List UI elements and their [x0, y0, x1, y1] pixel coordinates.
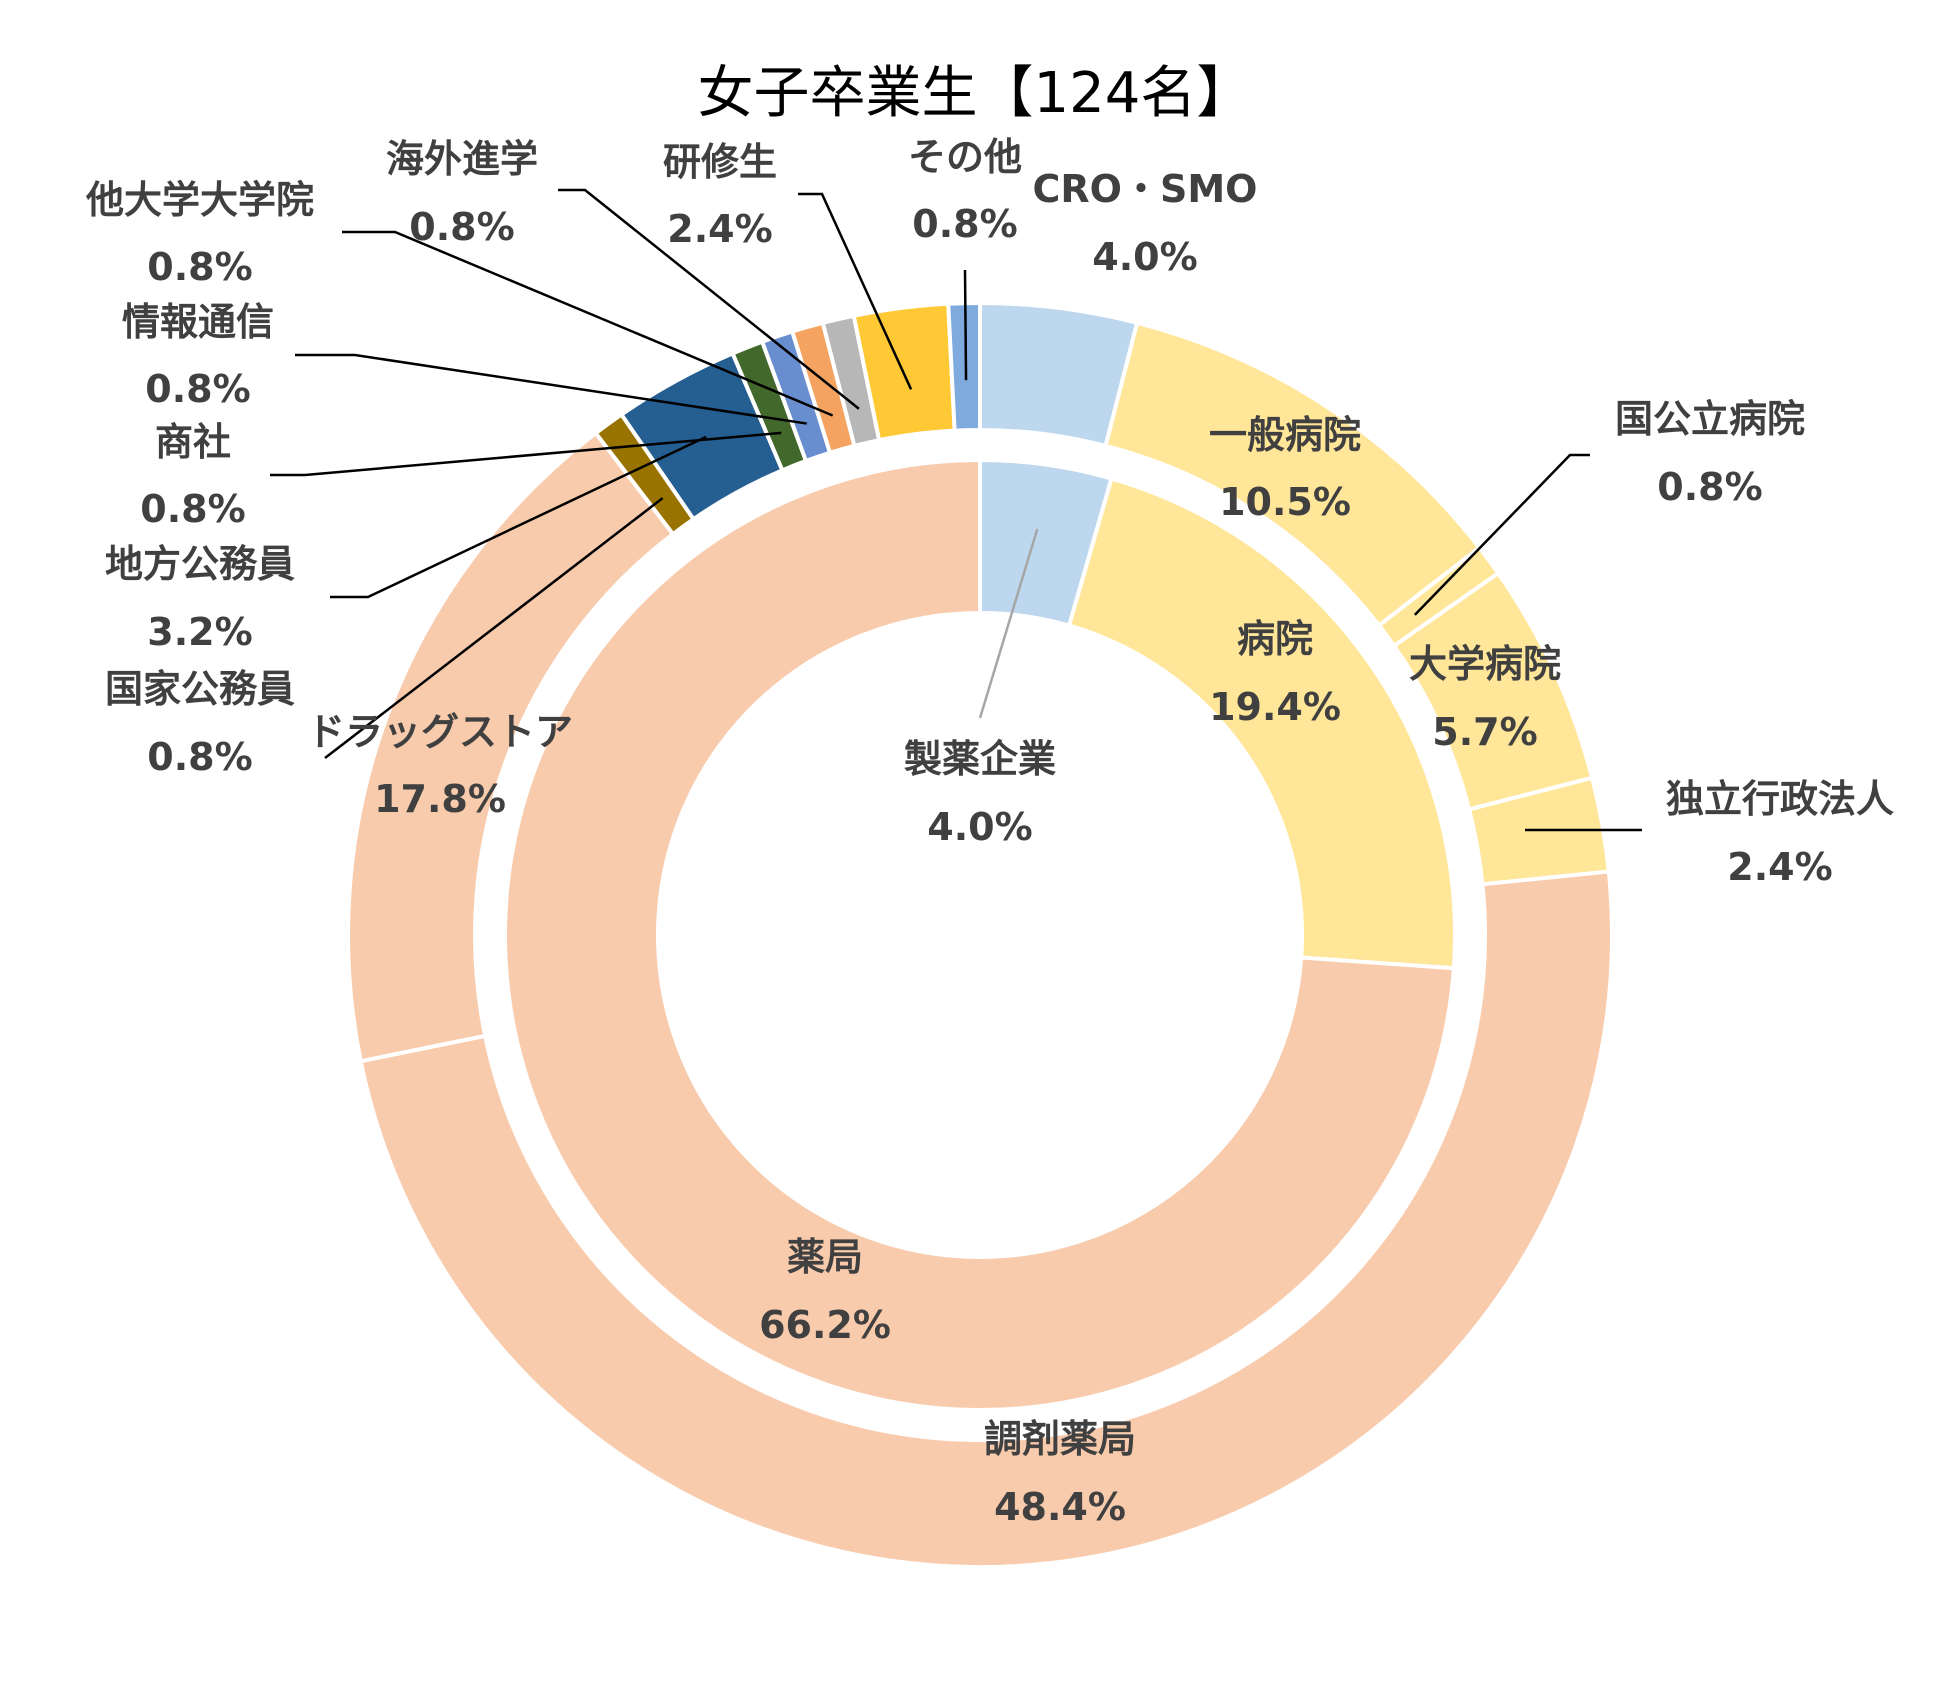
- outer-label-name-7: 国家公務員: [105, 667, 295, 711]
- outer-label-value-2: 0.8%: [1657, 465, 1762, 509]
- outer-label-name-3: 大学病院: [1409, 642, 1561, 686]
- leader-line-7: [324, 497, 664, 759]
- outer-label-name-2: 国公立病院: [1615, 397, 1805, 441]
- inner-ring: [503, 457, 1457, 1412]
- inner-label-name-1: 病院: [1237, 617, 1313, 661]
- outer-label-value-0: 4.0%: [1092, 235, 1197, 279]
- outer-label-value-12: 0.8%: [409, 205, 514, 249]
- inner-label-value-2: 66.2%: [759, 1303, 891, 1347]
- outer-label-name-14: その他: [908, 135, 1022, 179]
- outer-slice-14: [946, 300, 982, 433]
- outer-label-name-1: 一般病院: [1209, 413, 1361, 457]
- outer-label-value-3: 5.7%: [1432, 710, 1537, 754]
- leader-line-13: [798, 192, 913, 390]
- outer-label-value-7: 0.8%: [147, 735, 252, 779]
- outer-label-name-12: 海外進学: [386, 137, 538, 181]
- outer-label-value-6: 17.8%: [374, 777, 506, 821]
- inner-label-name-2: 薬局: [787, 1235, 863, 1279]
- chart-title: 女子卒業生【124名】: [698, 61, 1253, 126]
- outer-label-value-13: 2.4%: [667, 207, 772, 251]
- outer-label-value-9: 0.8%: [140, 487, 245, 531]
- leader-line-12: [558, 188, 860, 410]
- outer-label-name-0: CRO・SMO: [1033, 167, 1258, 211]
- outer-label-name-13: 研修生: [663, 140, 777, 184]
- inner-slice-1: [1066, 476, 1457, 971]
- inner-label-value-1: 19.4%: [1209, 685, 1341, 729]
- outer-label-value-5: 48.4%: [994, 1485, 1126, 1529]
- outer-label-value-4: 2.4%: [1727, 845, 1832, 889]
- outer-label-name-11: 他大学大学院: [85, 178, 314, 222]
- outer-label-name-6: ドラッグストア: [307, 710, 573, 754]
- leader-line-9: [270, 431, 782, 477]
- outer-label-name-4: 独立行政法人: [1666, 777, 1894, 821]
- data-labels: CRO・SMO 4.0% 一般病院 10.5% 国公立病院 0.8% 大学病院 5.7% 独立行…: [85, 135, 1894, 1529]
- outer-label-value-10: 0.8%: [145, 367, 250, 411]
- inner-slice-2: [503, 457, 1456, 1412]
- leader-lines: [270, 188, 1642, 832]
- leader-line-8: [330, 435, 707, 599]
- leader-line-2: [1413, 453, 1590, 616]
- inner-label-name-0: 製薬企業: [904, 737, 1056, 781]
- outer-label-value-11: 0.8%: [147, 245, 252, 289]
- inner-label-value-0: 4.0%: [927, 805, 1032, 849]
- outer-label-name-8: 地方公務員: [105, 542, 295, 586]
- outer-slice-5: [358, 869, 1615, 1569]
- outer-ring: [346, 300, 1615, 1569]
- leader-line-inner-0: [978, 528, 1039, 719]
- outer-label-name-5: 調剤薬局: [984, 1417, 1136, 1461]
- leader-line-10: [295, 353, 807, 425]
- outer-label-value-1: 10.5%: [1219, 480, 1351, 524]
- leader-line-11: [342, 230, 834, 417]
- leader-line-14: [963, 269, 968, 381]
- outer-label-name-10: 情報通信: [122, 300, 274, 344]
- outer-label-value-8: 3.2%: [147, 610, 252, 654]
- outer-label-name-9: 商社: [155, 420, 231, 464]
- outer-label-value-14: 0.8%: [912, 202, 1017, 246]
